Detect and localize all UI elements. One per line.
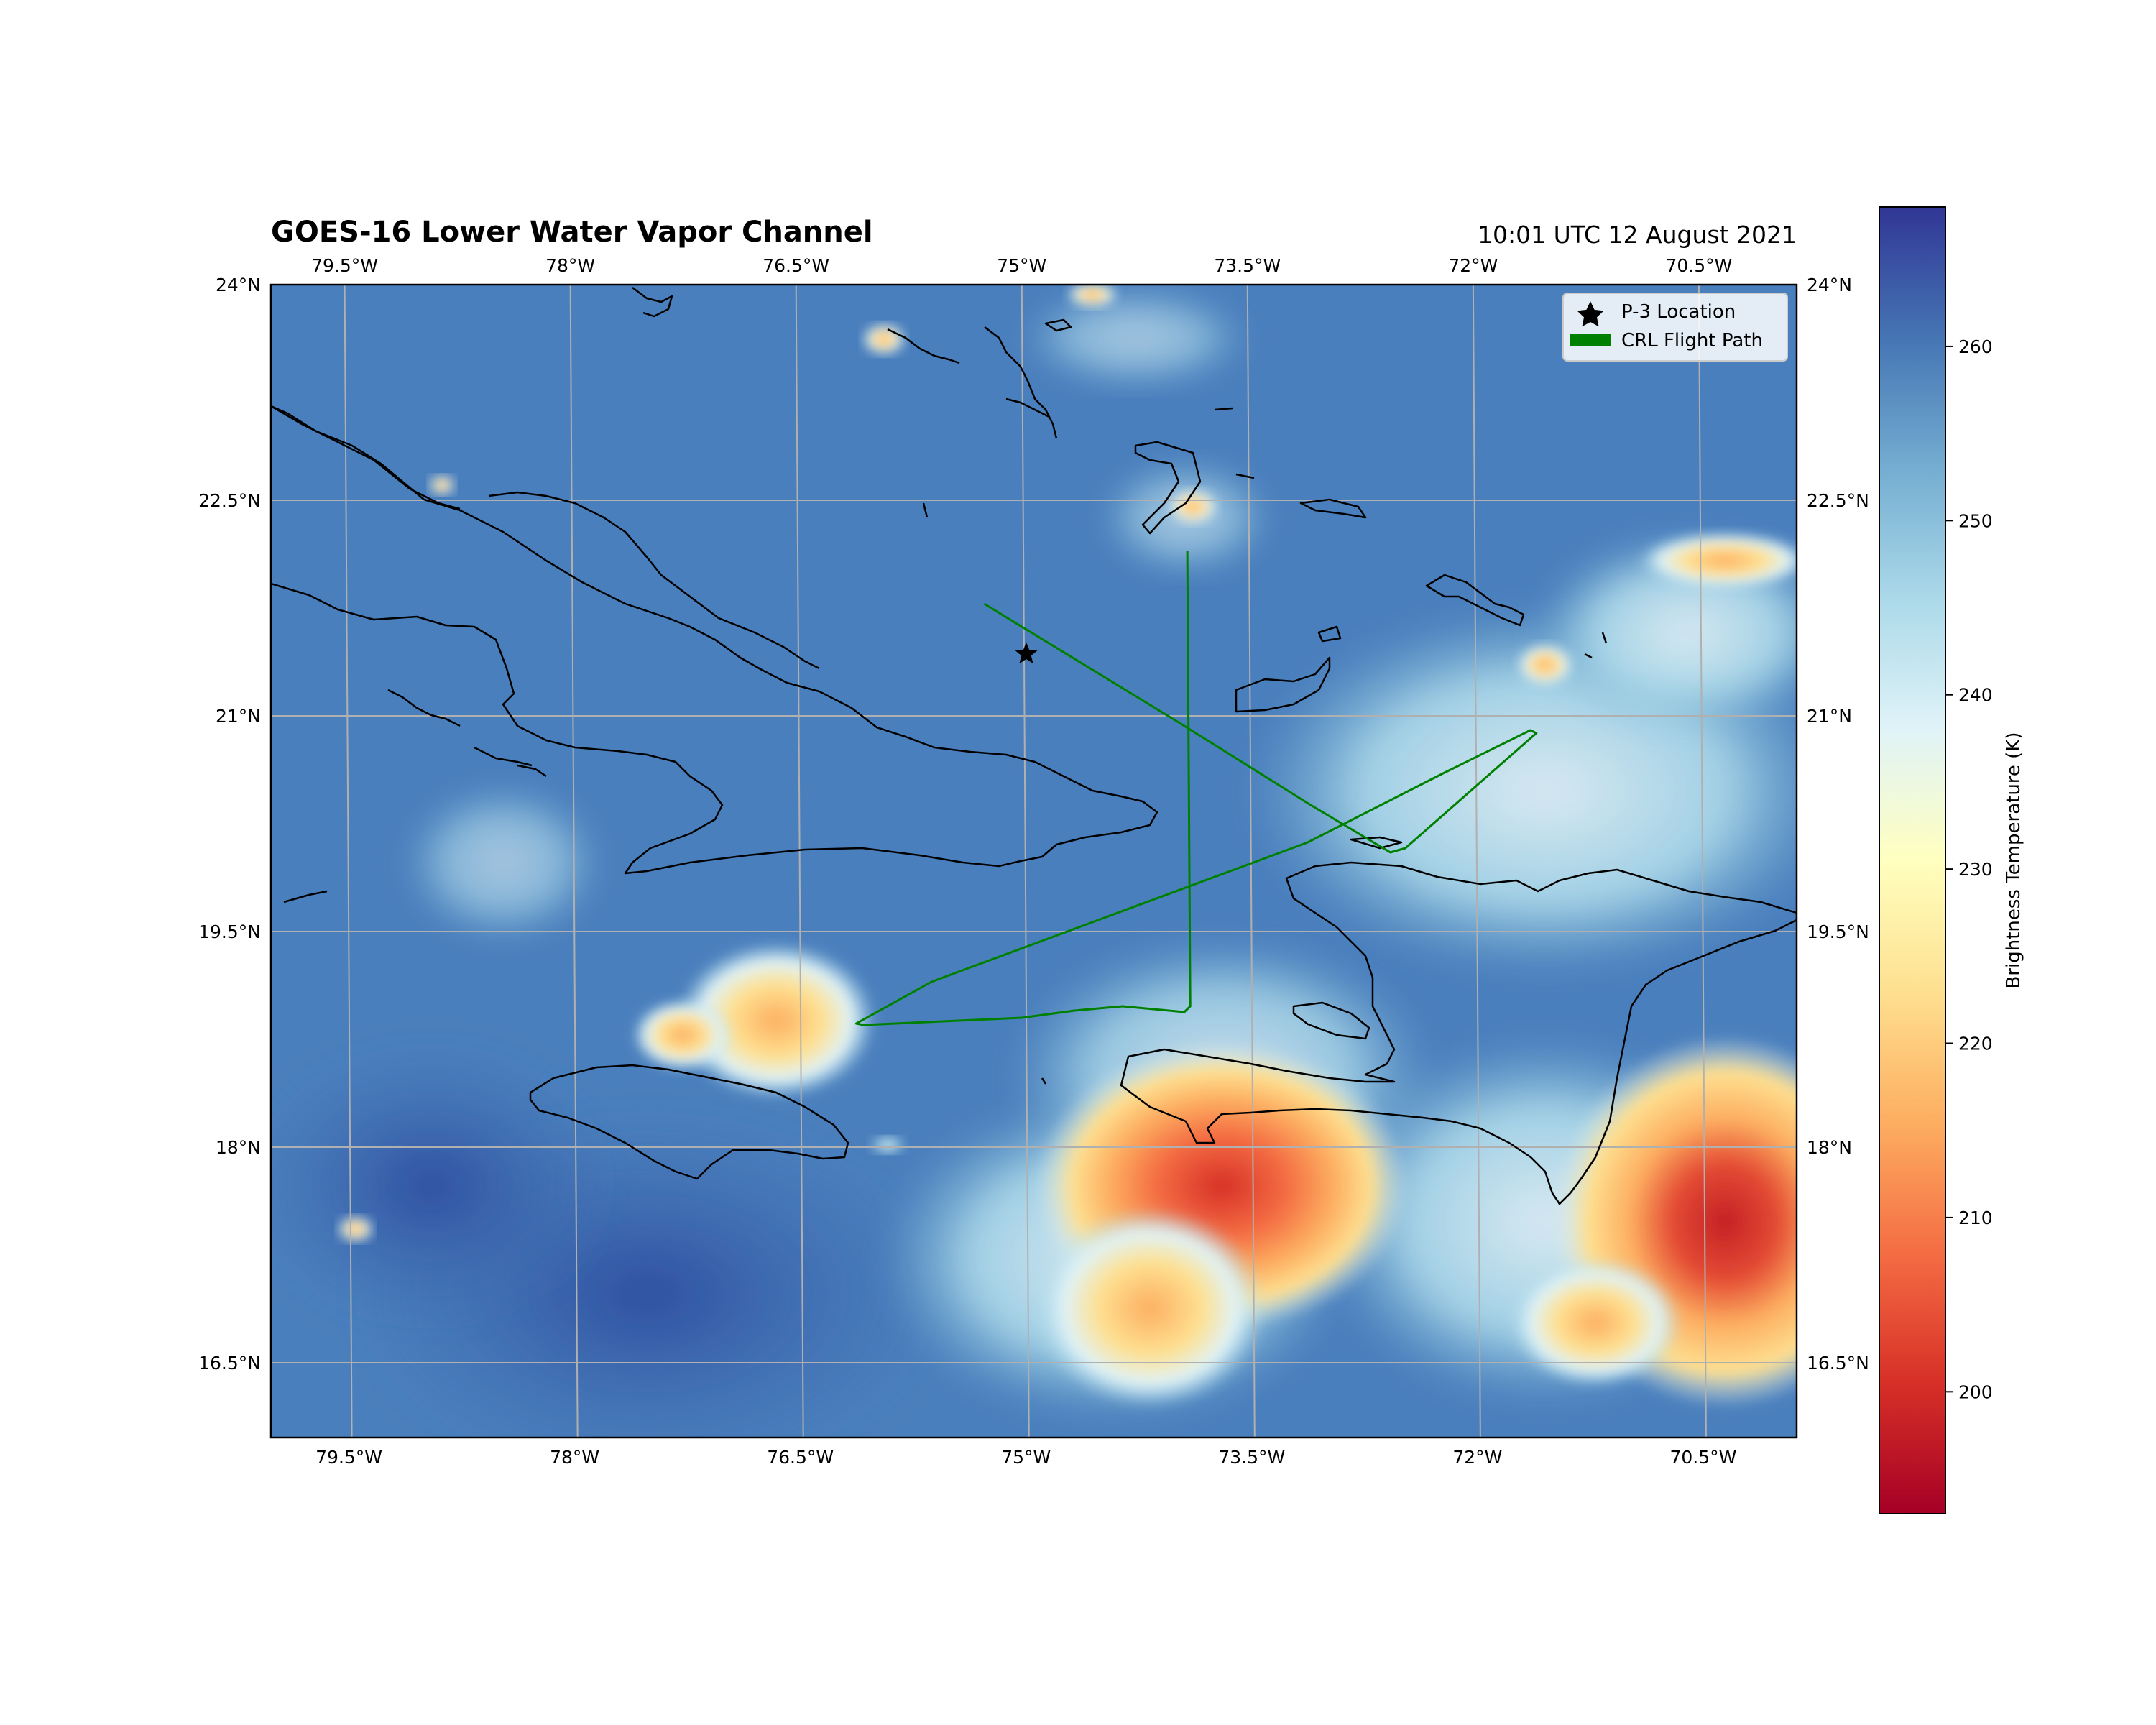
colorbar: 200 210 220 230 240 250 260 Brightness Tempera… [1879,206,2024,1514]
lon-label-bottom-4: 73.5°W [1218,1447,1285,1468]
lat-label-right-5: 16.5°N [1807,1353,1869,1374]
map-title: GOES-16 Lower Water Vapor Channel [271,216,873,249]
legend-flight-path-swatch [1570,334,1611,346]
lat-label-right-3: 19.5°N [1807,921,1869,942]
lon-label-top-4: 73.5°W [1214,255,1281,276]
longitude-labels-bottom: 79.5°W 78°W 76.5°W 75°W 73.5°W 72°W 70.5°W [315,1447,1736,1468]
lat-label-left-1: 22.5°N [198,490,261,511]
legend-p3-label: P-3 Location [1621,301,1736,323]
legend: P-3 Location CRL Flight Path [1562,293,1788,362]
lon-label-bottom-2: 76.5°W [767,1447,834,1468]
gridline-lon-6 [1697,285,1707,1438]
lat-label-left-0: 24°N [216,275,261,295]
gridline-lon-1 [569,285,579,1438]
colorbar-tick-label-3: 230 [1958,859,1993,880]
lat-label-right-2: 21°N [1807,706,1852,727]
colorbar-tick-label-1: 210 [1958,1208,1993,1228]
legend-crl-label: CRL Flight Path [1621,330,1763,351]
latitude-labels-left: 24°N 22.5°N 21°N 19.5°N 18°N 16.5°N [198,275,261,1374]
gridline-lon-3 [1021,285,1030,1438]
lat-label-right-0: 24°N [1807,275,1852,295]
colorbar-tick-label-4: 240 [1958,685,1993,706]
colorbar-tick-label-6: 260 [1958,336,1993,357]
lon-label-bottom-6: 70.5°W [1669,1447,1736,1468]
colorbar-gradient [1879,206,1946,1514]
lat-label-right-4: 18°N [1807,1137,1852,1158]
lat-label-left-3: 19.5°N [198,921,261,942]
lon-label-top-2: 76.5°W [763,255,829,276]
colorbar-tick-label-0: 200 [1958,1381,1993,1402]
lat-label-left-5: 16.5°N [198,1353,261,1374]
gridline-lon-5 [1472,285,1481,1438]
lon-label-top-3: 75°W [997,255,1046,276]
timestamp: 10:01 UTC 12 August 2021 [1478,221,1797,249]
latitude-labels-right: 24°N 22.5°N 21°N 19.5°N 18°N 16.5°N [1807,275,1869,1374]
map-frame [270,283,1798,1439]
gridlines [271,285,1797,1438]
gridline-lon-2 [795,285,804,1438]
legend-box [1562,293,1788,362]
coastlines [271,287,1797,1205]
lon-label-top-1: 78°W [545,255,595,276]
lon-label-top-5: 72°W [1448,255,1498,276]
lon-label-bottom-5: 72°W [1452,1447,1502,1468]
colorbar-ticks: 200 210 220 230 240 250 260 [1945,336,1993,1402]
lon-label-bottom-1: 78°W [550,1447,599,1468]
legend-star-icon [1577,301,1604,327]
p3-location-star-icon [1015,642,1038,664]
lon-label-bottom-3: 75°W [1001,1447,1051,1468]
crl-flight-path [854,550,1538,1026]
lat-label-left-4: 18°N [216,1137,261,1158]
colorbar-tick-label-2: 220 [1958,1034,1993,1054]
lat-label-left-2: 21°N [216,706,261,727]
lat-label-right-1: 22.5°N [1807,490,1869,511]
gridline-lon-0 [344,285,353,1438]
brightness-temperature-field [271,285,1797,1438]
colorbar-tick-label-5: 250 [1958,510,1993,531]
lon-label-top-0: 79.5°W [311,255,378,276]
longitude-labels-top: 79.5°W 78°W 76.5°W 75°W 73.5°W 72°W 70.5°W [311,255,1732,276]
lon-label-bottom-0: 79.5°W [315,1447,382,1468]
colorbar-label: Brightness Temperature (K) [2003,732,2024,988]
lon-label-top-6: 70.5°W [1665,255,1732,276]
